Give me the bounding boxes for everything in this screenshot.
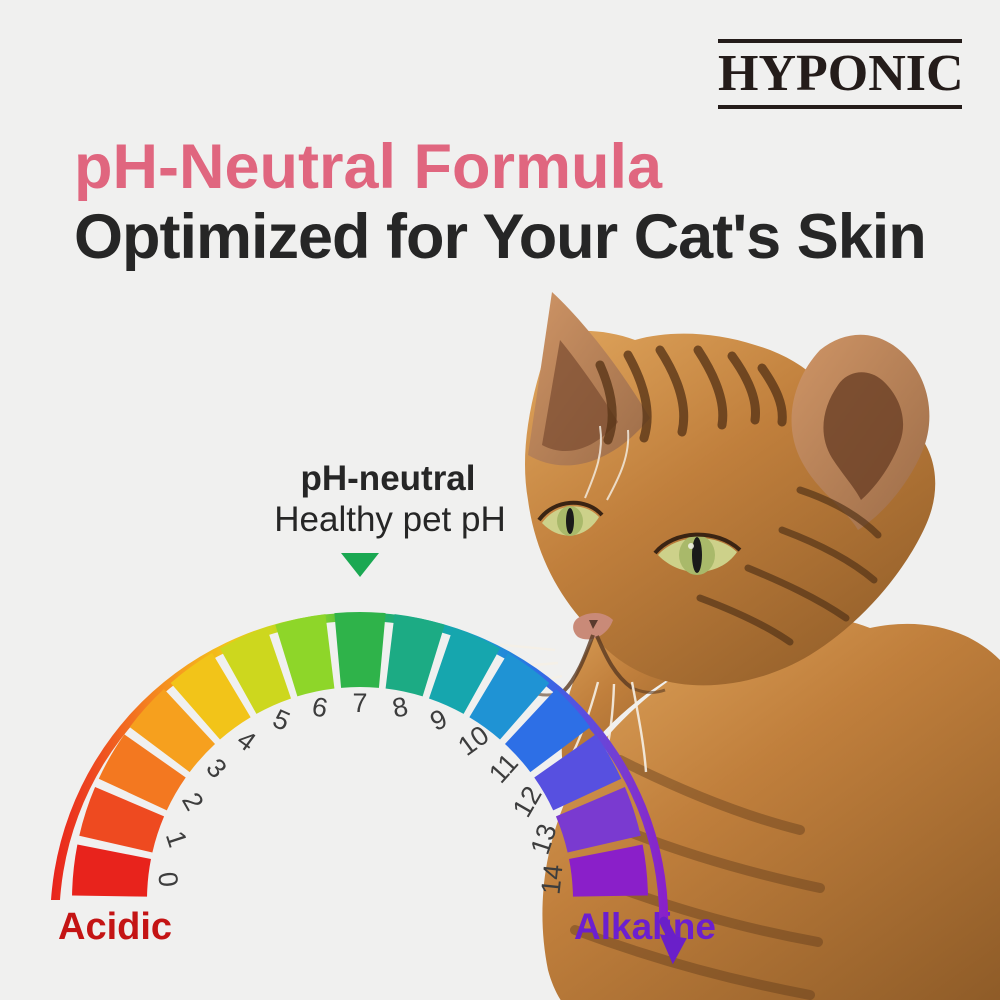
- svg-text:2: 2: [176, 788, 209, 816]
- svg-text:9: 9: [426, 703, 452, 737]
- svg-text:7: 7: [352, 688, 367, 718]
- svg-text:4: 4: [232, 724, 262, 757]
- svg-text:14: 14: [536, 863, 569, 896]
- svg-text:6: 6: [309, 691, 330, 723]
- svg-text:3: 3: [200, 753, 232, 784]
- svg-text:8: 8: [390, 691, 411, 723]
- svg-text:13: 13: [525, 820, 563, 858]
- svg-text:0: 0: [152, 870, 183, 888]
- svg-text:5: 5: [268, 703, 294, 737]
- svg-text:1: 1: [160, 827, 193, 851]
